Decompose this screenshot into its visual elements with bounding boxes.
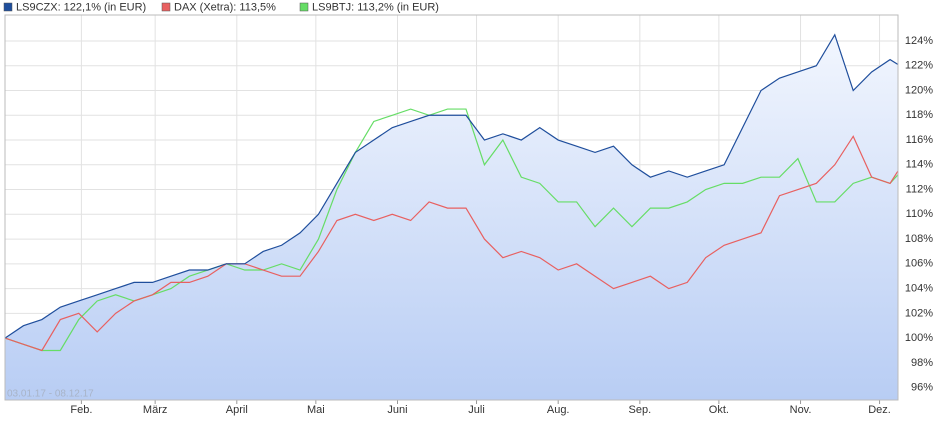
y-tick-label: 118% xyxy=(906,109,934,121)
y-tick-label: 112% xyxy=(906,183,934,195)
legend-swatch xyxy=(161,2,171,12)
x-tick-label: Juni xyxy=(387,404,407,416)
plot-frame xyxy=(4,14,899,401)
x-tick-label: Juli xyxy=(468,404,485,416)
y-tick-label: 122% xyxy=(905,60,933,72)
y-tick-label: 100% xyxy=(905,332,933,344)
x-tick-label: Nov. xyxy=(790,404,812,416)
y-tick-label: 110% xyxy=(906,208,934,220)
legend-label: LS9CZX: 122,1% (in EUR) xyxy=(16,1,146,13)
legend-swatch xyxy=(3,2,13,12)
y-tick-label: 102% xyxy=(905,307,933,319)
y-tick-label: 106% xyxy=(905,258,933,270)
series-line xyxy=(4,135,899,352)
series-line xyxy=(4,108,899,352)
legend-label: DAX (Xetra): 113,5% xyxy=(174,1,276,13)
x-tick-label: Okt. xyxy=(709,404,729,416)
series-line xyxy=(4,33,899,339)
x-tick-label: März xyxy=(143,404,167,416)
x-tick-label: April xyxy=(226,404,248,416)
x-tick-label: Aug. xyxy=(547,404,570,416)
y-tick-label: 120% xyxy=(905,84,933,96)
x-tick-label: Sep. xyxy=(629,404,652,416)
date-range: 03.01.17 - 08.12.17 xyxy=(7,389,94,400)
x-tick-label: Mai xyxy=(307,404,325,416)
legend-label: LS9BTJ: 113,2% (in EUR) xyxy=(312,1,439,13)
y-tick-label: 116% xyxy=(906,134,934,146)
y-tick-label: 96% xyxy=(911,382,933,394)
area-fill xyxy=(5,34,898,401)
x-tick-label: Feb. xyxy=(70,404,92,416)
y-tick-label: 98% xyxy=(911,357,933,369)
y-tick-label: 104% xyxy=(905,282,933,294)
x-tick-label: Dez. xyxy=(868,404,891,416)
y-tick-label: 108% xyxy=(905,233,933,245)
legend-swatch xyxy=(299,2,309,12)
y-tick-label: 114% xyxy=(906,159,934,171)
y-tick-label: 124% xyxy=(905,35,933,47)
